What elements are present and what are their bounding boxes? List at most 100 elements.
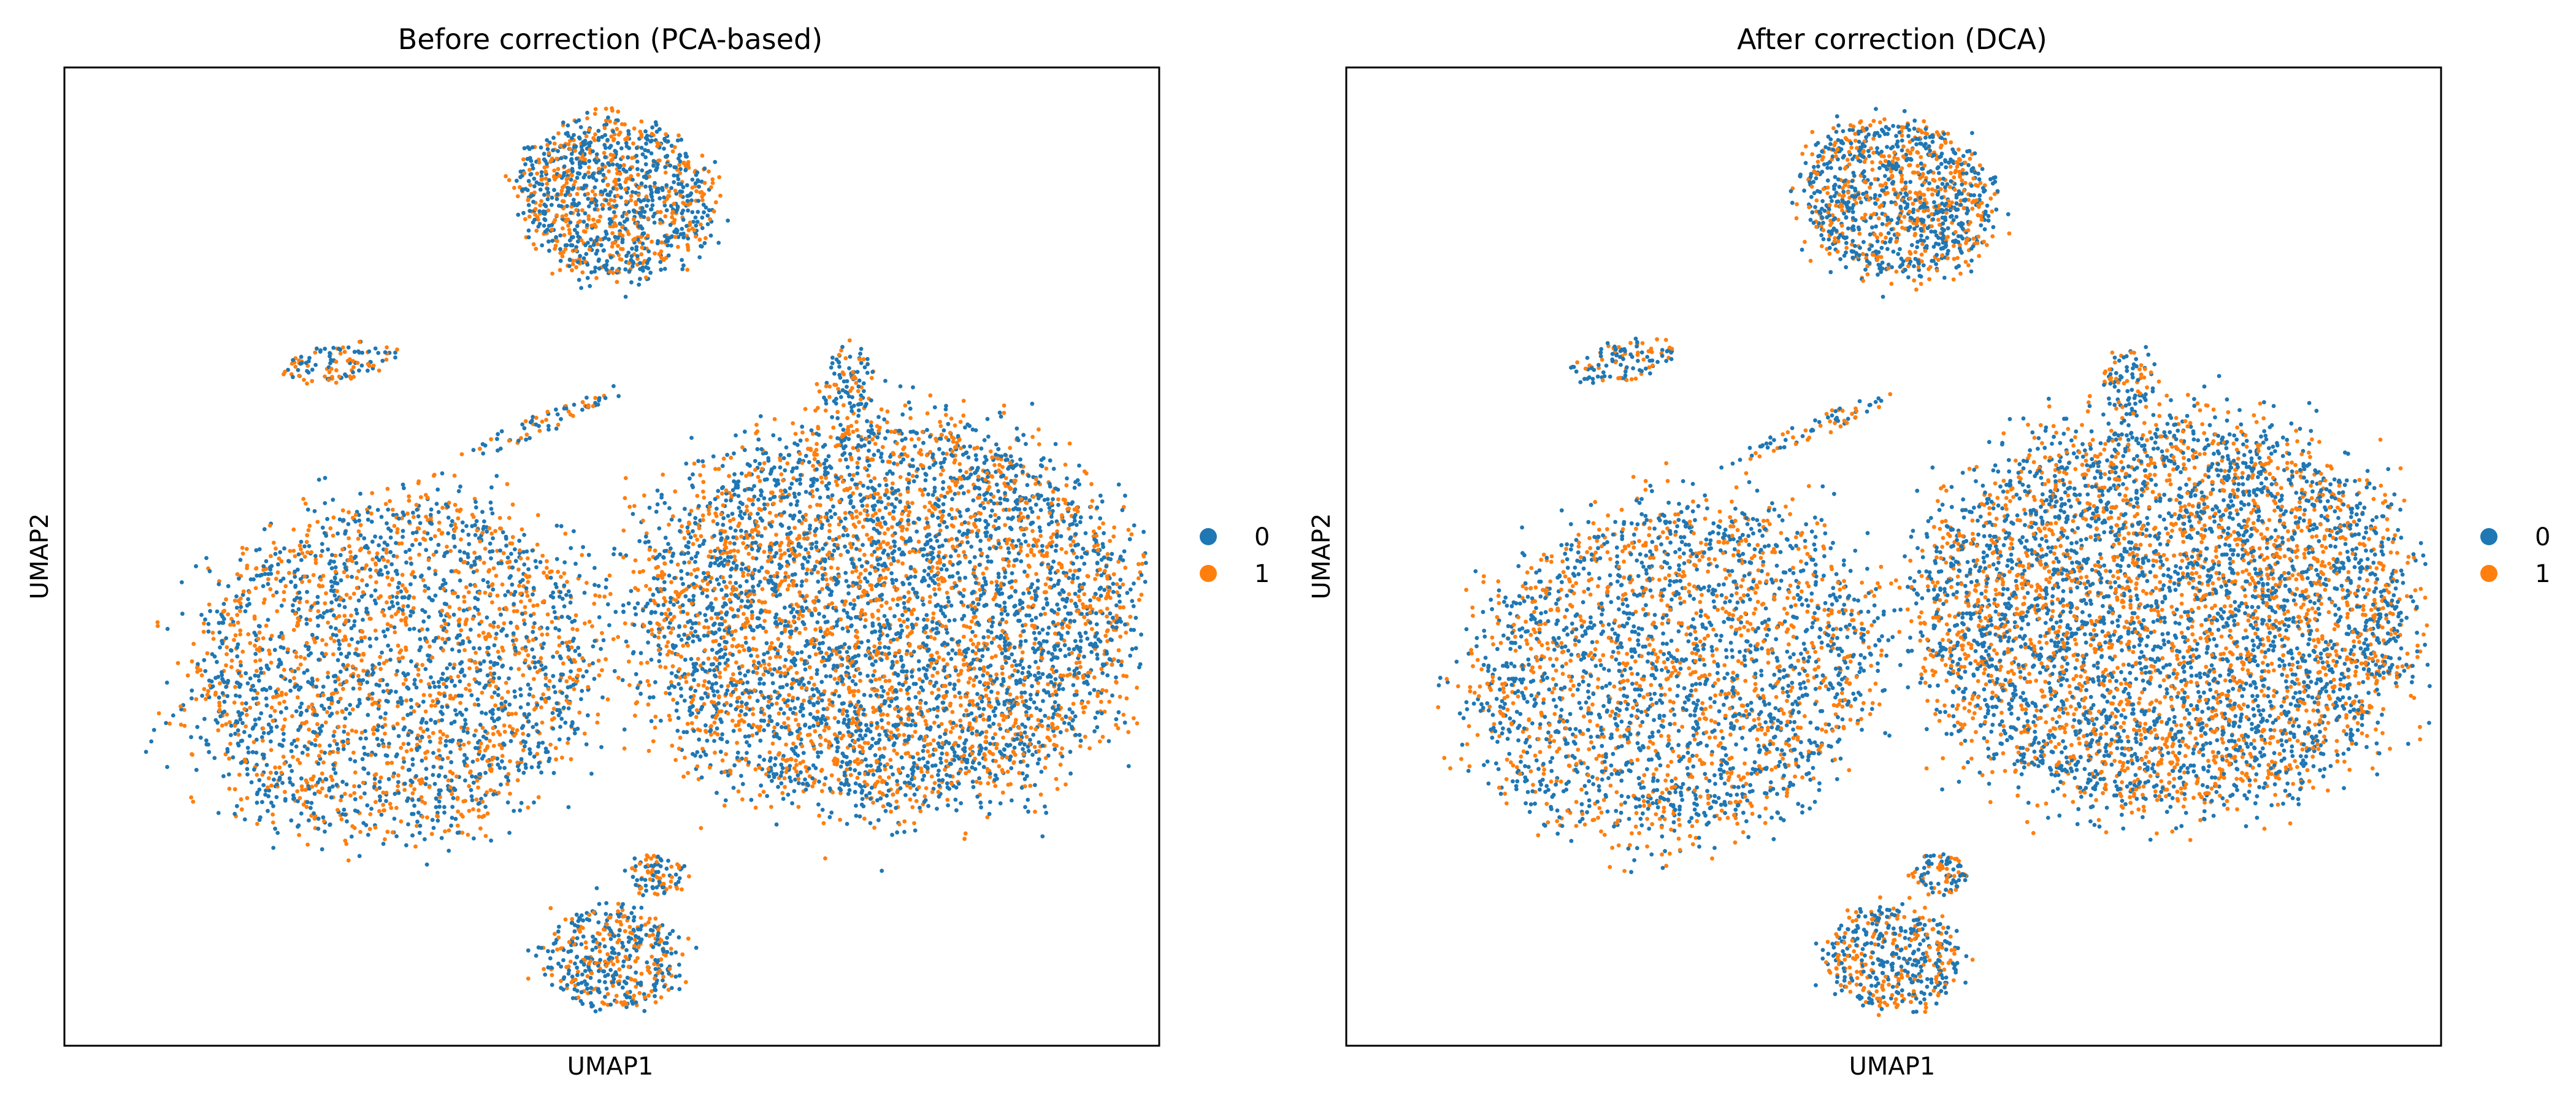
scatter-point	[399, 702, 404, 706]
scatter-point	[732, 763, 737, 768]
scatter-point	[431, 473, 436, 478]
scatter-point	[218, 645, 222, 650]
scatter-point	[332, 575, 337, 580]
scatter-point	[1028, 783, 1033, 788]
scatter-point	[302, 574, 307, 579]
scatter-point	[316, 477, 321, 482]
scatter-point	[362, 536, 367, 541]
scatter-point	[420, 717, 425, 721]
scatter-point	[845, 385, 849, 389]
scatter-point	[607, 573, 612, 578]
scatter-point	[260, 800, 264, 805]
scatter-point	[316, 761, 321, 766]
scatter-point	[559, 716, 564, 721]
scatter-point	[344, 841, 349, 846]
scatter-point	[587, 165, 591, 170]
scatter-point	[341, 518, 346, 523]
scatter-point	[313, 554, 318, 558]
scatter-point	[386, 643, 391, 648]
scatter-point	[364, 583, 369, 588]
scatter-point	[352, 784, 356, 789]
scatter-point	[707, 208, 711, 213]
scatter-point	[369, 511, 374, 516]
scatter-point	[424, 767, 429, 771]
scatter-point	[348, 757, 353, 762]
scatter-point	[271, 540, 276, 545]
scatter-point	[632, 126, 637, 131]
scatter-point	[464, 524, 469, 528]
scatter-point	[718, 670, 722, 675]
scatter-point	[618, 130, 623, 135]
scatter-point	[362, 791, 367, 795]
scatter-point	[498, 548, 502, 553]
scatter-point	[700, 226, 705, 231]
scatter-point	[492, 643, 497, 648]
scatter-point	[515, 609, 519, 613]
scatter-point	[847, 366, 851, 370]
scatter-point	[269, 729, 274, 734]
scatter-point	[707, 508, 711, 513]
scatter-point	[507, 559, 512, 564]
scatter-point	[551, 770, 556, 775]
scatter-point	[638, 277, 642, 282]
scatter-point	[749, 797, 754, 802]
scatter-point	[469, 769, 473, 774]
scatter-point	[488, 592, 493, 596]
scatter-point	[660, 186, 665, 190]
scatter-point	[497, 655, 502, 660]
scatter-point	[694, 575, 699, 579]
scatter-point	[325, 516, 329, 521]
scatter-point	[273, 551, 278, 556]
scatter-point	[849, 499, 853, 504]
scatter-point	[379, 813, 384, 817]
scatter-point	[478, 826, 483, 831]
scatter-point	[348, 596, 353, 600]
scatter-point	[510, 582, 515, 587]
scatter-point	[321, 760, 326, 765]
scatter-point	[664, 155, 668, 159]
scatter-point	[329, 636, 334, 640]
scatter-point	[699, 222, 703, 227]
scatter-point	[467, 658, 472, 662]
scatter-point	[521, 673, 526, 678]
scatter-point	[427, 739, 432, 744]
scatter-point	[466, 730, 470, 735]
scatter-point	[238, 659, 243, 664]
scatter-point	[572, 402, 577, 407]
scatter-point	[251, 725, 256, 730]
scatter-point	[841, 533, 846, 538]
scatter-point	[338, 682, 342, 687]
scatter-point	[526, 235, 531, 240]
scatter-point	[470, 616, 475, 621]
scatter-point	[381, 689, 386, 694]
scatter-point	[323, 829, 327, 834]
scatter-point	[800, 713, 805, 718]
scatter-point	[445, 756, 450, 761]
scatter-point	[353, 770, 358, 775]
scatter-point	[429, 521, 433, 526]
scatter-point	[323, 501, 328, 505]
scatter-point	[502, 621, 507, 626]
scatter-point	[444, 629, 449, 634]
scatter-point	[710, 177, 715, 182]
scatter-point	[377, 368, 381, 373]
scatter-point	[543, 176, 548, 181]
scatter-point	[531, 586, 536, 591]
scatter-point	[427, 735, 431, 739]
scatter-point	[266, 667, 271, 672]
scatter-point	[662, 200, 667, 204]
scatter-point	[326, 670, 331, 675]
scatter-point	[595, 248, 600, 253]
scatter-point	[671, 697, 675, 702]
scatter-point	[835, 566, 840, 571]
scatter-point	[220, 723, 224, 728]
scatter-point	[459, 452, 464, 456]
scatter-point	[305, 599, 309, 604]
scatter-point	[626, 601, 631, 606]
scatter-point	[394, 689, 398, 694]
scatter-point	[508, 541, 513, 546]
scatter-point	[342, 729, 347, 734]
scatter-point	[395, 601, 400, 606]
scatter-point	[378, 715, 383, 719]
scatter-point	[275, 609, 280, 613]
